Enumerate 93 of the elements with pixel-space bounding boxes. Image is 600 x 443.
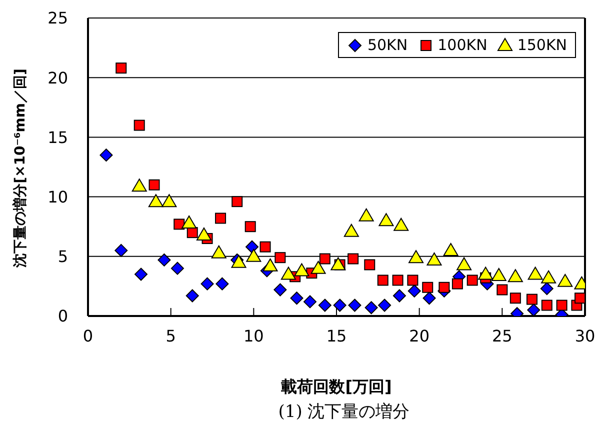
point [333, 298, 346, 312]
x-tick-label: 25 [492, 326, 512, 346]
point [510, 292, 521, 304]
point [232, 196, 243, 208]
point [394, 218, 409, 231]
point [215, 212, 226, 224]
x-axis-title: 載荷回数[万回] [280, 377, 392, 396]
x-tick-label: 15 [326, 326, 347, 346]
point [186, 289, 199, 302]
point [478, 266, 494, 280]
point [274, 252, 286, 264]
point [378, 298, 392, 312]
legend-label: 150KN [517, 36, 567, 54]
point [260, 241, 271, 252]
y-tick-label: 10 [48, 187, 68, 206]
point [422, 292, 436, 305]
legend-label: 50KN [367, 36, 408, 54]
point [318, 298, 332, 312]
point [244, 221, 256, 232]
x-tick-label: 10 [243, 326, 264, 346]
point [574, 292, 585, 304]
point [556, 300, 568, 311]
point [540, 282, 554, 296]
point [364, 301, 378, 314]
point [116, 62, 127, 74]
point [528, 266, 543, 280]
point [148, 179, 160, 190]
point [426, 252, 442, 266]
point [211, 245, 226, 258]
x-tick-label: 5 [166, 326, 176, 346]
point [422, 282, 434, 293]
point [378, 213, 394, 226]
y-axis-title: 沈下量の増分[×10⁻⁶mm／回] [11, 68, 29, 268]
point [348, 253, 359, 264]
x-tick-label: 20 [409, 326, 430, 346]
point [174, 218, 185, 230]
point [182, 216, 197, 229]
point [158, 253, 171, 266]
point [438, 282, 450, 293]
point [162, 194, 177, 208]
point [407, 274, 418, 286]
point [392, 289, 406, 302]
point [280, 266, 296, 280]
point [290, 292, 304, 305]
point [114, 244, 128, 257]
point [491, 268, 506, 281]
point [132, 178, 147, 192]
y-tick-label: 5 [58, 247, 68, 266]
point [496, 284, 508, 296]
point [527, 304, 540, 316]
point [246, 248, 262, 262]
point [466, 274, 478, 286]
point [216, 277, 229, 290]
point [348, 298, 362, 312]
point [344, 224, 359, 237]
point [443, 242, 458, 256]
point [100, 148, 113, 162]
point [262, 258, 278, 272]
point [274, 283, 287, 296]
x-tick-label: 30 [574, 326, 596, 346]
x-tick-label: 0 [82, 326, 94, 346]
y-tick-label: 0 [58, 306, 68, 326]
point [452, 278, 463, 290]
point [231, 254, 246, 268]
point [319, 253, 330, 264]
point [294, 263, 310, 276]
point [456, 257, 472, 270]
point [310, 260, 326, 274]
point [134, 268, 148, 281]
point [541, 270, 556, 284]
point [170, 262, 184, 275]
point [303, 295, 316, 308]
y-tick-label: 25 [48, 8, 68, 28]
point [148, 194, 164, 208]
point [526, 294, 538, 305]
point [558, 274, 573, 287]
point [408, 284, 421, 298]
point [134, 120, 145, 131]
point [364, 259, 376, 270]
point [541, 300, 552, 311]
text: (1) 沈下量の増分 [277, 401, 411, 423]
point [392, 274, 404, 286]
point [377, 274, 388, 286]
point [196, 227, 212, 240]
point [200, 277, 214, 290]
point [408, 250, 424, 264]
point [246, 240, 259, 254]
y-tick-label: 20 [48, 68, 68, 88]
y-tick-label: 15 [48, 128, 68, 147]
point [330, 257, 346, 270]
point [358, 208, 374, 222]
point [508, 269, 523, 282]
legend-label: 100KN [438, 36, 488, 54]
